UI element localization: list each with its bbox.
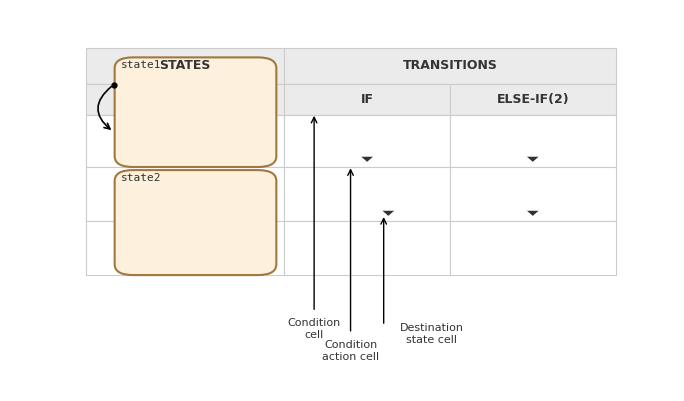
- Bar: [450, 115, 616, 167]
- Bar: [285, 84, 450, 115]
- Bar: [86, 167, 285, 221]
- Polygon shape: [361, 157, 373, 162]
- Text: TRANSITIONS: TRANSITIONS: [402, 59, 497, 72]
- Bar: [86, 115, 285, 167]
- Bar: [86, 221, 285, 275]
- Bar: [450, 167, 616, 221]
- Polygon shape: [527, 211, 538, 216]
- FancyBboxPatch shape: [115, 57, 276, 167]
- Bar: [285, 115, 450, 167]
- Polygon shape: [527, 157, 538, 162]
- Bar: [86, 48, 285, 84]
- Bar: [86, 84, 285, 115]
- Bar: [450, 221, 616, 275]
- Text: state2: state2: [121, 172, 161, 182]
- Bar: [285, 167, 450, 221]
- Text: Destination
state cell: Destination state cell: [399, 323, 463, 344]
- Bar: [285, 48, 616, 84]
- Text: state1: state1: [121, 60, 161, 70]
- Text: Condition
action cell: Condition action cell: [322, 340, 379, 362]
- FancyBboxPatch shape: [115, 170, 276, 275]
- Bar: [450, 84, 616, 115]
- Text: Condition
cell: Condition cell: [287, 318, 341, 340]
- Text: STATES: STATES: [159, 59, 211, 72]
- Polygon shape: [382, 211, 394, 216]
- Text: ELSE-IF(2): ELSE-IF(2): [497, 93, 569, 105]
- Bar: [285, 221, 450, 275]
- Text: IF: IF: [360, 93, 373, 105]
